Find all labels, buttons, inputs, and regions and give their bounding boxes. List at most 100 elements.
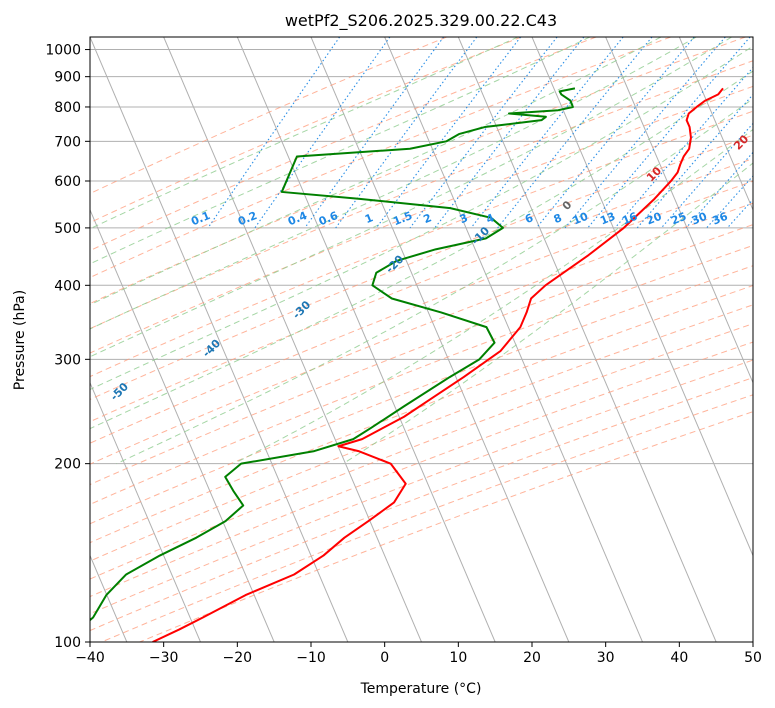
data-series <box>90 87 724 642</box>
isotherm-line <box>90 208 275 642</box>
moist-adiabat-line <box>90 37 591 265</box>
y-tick-label: 500 <box>54 221 81 237</box>
dry-adiabat-line <box>90 110 753 378</box>
mixing-ratio-line <box>409 37 558 229</box>
dry-adiabat-line <box>90 37 447 195</box>
mixing-ratio-label: 36 <box>711 210 730 228</box>
mixing-ratio-line <box>564 37 726 229</box>
mixing-ratio-label: 13 <box>598 210 617 228</box>
isotherm-label: -30 <box>290 298 313 321</box>
mixing-ratio-label: 8 <box>552 211 564 226</box>
mixing-ratio-line <box>470 37 624 229</box>
isotherm-line <box>678 37 753 212</box>
mixing-ratio-line <box>536 37 695 229</box>
mixing-ratio-label: 1.5 <box>391 209 414 228</box>
y-tick-label: 800 <box>54 100 81 116</box>
x-tick-label: 20 <box>523 650 541 666</box>
mixing-ratio-label: 10 <box>571 210 590 228</box>
temperature-line <box>152 87 724 642</box>
dry-adiabat-line <box>90 180 753 444</box>
mixing-ratio-label: 4 <box>484 211 496 226</box>
dry-adiabat-line <box>90 37 522 224</box>
y-tick-label: 300 <box>54 352 81 368</box>
mixing-ratio-line <box>304 37 445 229</box>
y-tick-label: 700 <box>54 134 81 150</box>
x-axis-label: Temperature (°C) <box>360 681 482 697</box>
dry-adiabat-line <box>90 244 753 505</box>
mixing-ratio-line <box>375 37 522 229</box>
mixing-ratio-label: 0.6 <box>317 209 340 228</box>
isotherm-line <box>236 37 496 642</box>
mixing-ratio-line <box>685 151 753 229</box>
background-lines <box>90 37 753 642</box>
dry-adiabat-line <box>90 341 753 598</box>
x-tick-label: −40 <box>75 650 105 666</box>
y-tick-label: 400 <box>54 278 81 294</box>
y-tick-label: 1000 <box>45 43 81 59</box>
mixing-ratio-label: 0.2 <box>236 209 259 228</box>
plot-frame <box>89 36 754 643</box>
mixing-ratio-label: 16 <box>620 210 639 228</box>
moist-adiabat-line <box>90 37 732 358</box>
dry-adiabat-line <box>90 37 597 252</box>
chart-title: wetPf2_S206.2025.329.00.22.C43 <box>285 11 557 31</box>
moist-adiabat-line <box>342 162 753 465</box>
warm-isotherm-label: 20 <box>731 132 751 152</box>
zero-isotherm-label: 0 <box>560 198 575 213</box>
dry-adiabat-line <box>90 85 753 354</box>
mixing-ratio-label: 2 <box>422 211 434 226</box>
x-tick-label: 10 <box>449 650 467 666</box>
x-tick-label: 0 <box>380 650 389 666</box>
y-tick-label: 600 <box>54 174 81 190</box>
isotherm-line <box>90 37 349 642</box>
y-axis-label: Pressure (hPa) <box>12 290 28 390</box>
x-tick-label: −10 <box>296 650 326 666</box>
mixing-ratio-label: 0.4 <box>286 209 309 228</box>
isotherm-label: -60 <box>15 425 38 448</box>
mixing-ratio-label: 30 <box>690 210 709 228</box>
mixing-ratio-line <box>434 37 585 229</box>
moist-adiabat-line <box>90 37 519 230</box>
dry-adiabat-line <box>90 202 753 465</box>
dewpoint-line <box>90 87 576 622</box>
mixing-ratio-line <box>497 37 653 229</box>
isotherm-line <box>531 37 753 557</box>
isotherm-line <box>457 37 717 642</box>
isotherm-line <box>163 37 422 642</box>
isotherm-line <box>90 381 201 642</box>
isotherm-line <box>384 37 643 642</box>
mixing-ratio-line <box>661 122 753 229</box>
moist-adiabat-line <box>90 37 697 330</box>
moist-adiabat-line <box>90 45 753 391</box>
moist-adiabat-line <box>90 70 753 430</box>
mixing-ratio-line <box>636 93 753 229</box>
dry-adiabat-line <box>90 304 753 562</box>
x-tick-label: −20 <box>223 650 253 666</box>
y-axis: 100 200 300 400 500 600 700 800 900 1000 <box>45 43 90 651</box>
mixing-ratio-label: 20 <box>645 210 664 228</box>
mixing-ratio-label: 25 <box>669 210 688 228</box>
x-tick-label: 40 <box>670 650 688 666</box>
y-tick-label: 900 <box>54 70 81 86</box>
isotherm-label: -50 <box>108 380 131 403</box>
isotherm-line <box>752 37 753 39</box>
isotherm-line <box>605 37 753 384</box>
dry-adiabat-line <box>101 394 753 642</box>
mixing-ratio-line <box>726 198 753 229</box>
mixing-ratio-label: 1 <box>363 211 375 226</box>
dry-adiabat-line <box>90 359 753 615</box>
moist-adiabat-line <box>116 98 753 465</box>
moist-adiabat-line <box>233 128 753 465</box>
moist-adiabat-line <box>90 37 662 306</box>
dry-adiabat-line <box>90 134 753 400</box>
y-tick-label: 100 <box>54 635 81 651</box>
mixing-ratio-line <box>335 37 478 229</box>
x-tick-label: −30 <box>149 650 179 666</box>
x-axis: −40 −30 −20 −10 0 10 20 30 40 50 <box>75 642 762 666</box>
x-tick-label: 50 <box>744 650 762 666</box>
dry-adiabat-line <box>90 60 753 330</box>
dry-adiabat-line <box>90 37 746 305</box>
mixing-ratio-label: 3 <box>458 211 470 226</box>
isotherm-label: -20 <box>383 252 406 275</box>
